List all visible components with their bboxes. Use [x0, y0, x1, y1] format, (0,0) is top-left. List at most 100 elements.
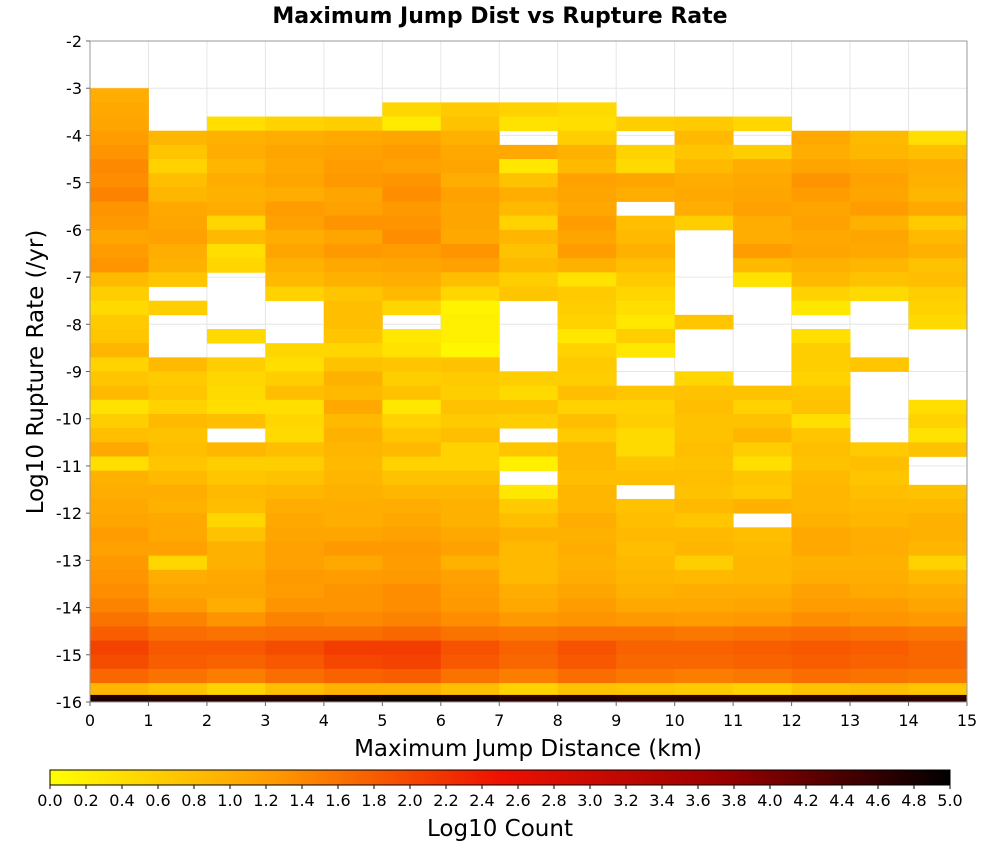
heatmap-cell [148, 399, 208, 415]
y-tick-label: -6 [66, 221, 82, 240]
heatmap-cell [90, 343, 149, 358]
heatmap-cell [850, 201, 909, 217]
heatmap-cell-floor [674, 694, 734, 702]
heatmap-cell [206, 583, 266, 599]
heatmap-cell [440, 385, 500, 401]
x-tick-label: 10 [664, 711, 684, 730]
heatmap-cell [674, 159, 734, 174]
heatmap-cell [557, 413, 617, 429]
heatmap-cell [908, 498, 968, 514]
heatmap-cell [733, 442, 792, 457]
heatmap-cell [90, 144, 149, 160]
heatmap-cell [148, 484, 208, 500]
heatmap-cell [265, 343, 325, 358]
heatmap-cell [557, 654, 617, 670]
heatmap-cell [440, 626, 500, 642]
heatmap-cell [791, 272, 851, 287]
heatmap-cell [148, 173, 208, 188]
heatmap-cell [850, 640, 909, 656]
heatmap-cell [791, 371, 851, 387]
colorbar-ticks: 0.0 0.2 0.4 0.6 0.8 1.0 1.2 1.4 1.6 1.8 2.0 2.2 2.4 2… [37, 785, 963, 810]
heatmap-cell [616, 116, 676, 132]
heatmap-cell [791, 144, 851, 160]
heatmap-cell [616, 272, 676, 287]
heatmap-cell [382, 215, 442, 231]
heatmap-cell [557, 683, 617, 698]
heatmap-cell [850, 357, 909, 372]
heatmap-cell [323, 201, 383, 217]
heatmap-cell [323, 484, 383, 500]
heatmap-cell [499, 159, 559, 174]
heatmap-cell [908, 569, 968, 585]
heatmap-cell [791, 385, 851, 401]
y-tick-label: -3 [66, 79, 82, 98]
y-tick-label: -7 [66, 268, 82, 287]
heatmap-cell [616, 513, 676, 528]
heatmap-cell [440, 612, 500, 627]
heatmap-cell [850, 569, 909, 585]
heatmap-cell [323, 626, 383, 642]
heatmap-cell [206, 371, 266, 387]
heatmap-cell [908, 527, 968, 542]
heatmap-cell-floor [148, 694, 208, 702]
heatmap-cell [206, 399, 266, 415]
heatmap-cell [440, 343, 500, 358]
heatmap-cell [90, 371, 149, 387]
heatmap-cell [382, 329, 442, 344]
heatmap-cell [791, 244, 851, 259]
heatmap-cell [908, 598, 968, 613]
heatmap-cell [557, 201, 617, 217]
heatmap-cell [440, 541, 500, 557]
heatmap-cell [733, 144, 792, 160]
heatmap-cell [323, 272, 383, 287]
heatmap-cell [616, 399, 676, 415]
heatmap-cell [148, 187, 208, 202]
heatmap-cell-floor [557, 694, 617, 702]
heatmap-cell [440, 300, 500, 316]
heatmap-cell [791, 258, 851, 273]
heatmap-cell [382, 130, 442, 146]
heatmap-cell [148, 442, 208, 457]
heatmap-cell [850, 470, 909, 486]
heatmap-cell [440, 314, 500, 330]
heatmap-cell-floor [791, 694, 851, 702]
heatmap-cell [850, 484, 909, 500]
heatmap-cell [616, 428, 676, 443]
heatmap-cell [206, 173, 266, 188]
heatmap-cell [616, 258, 676, 273]
heatmap-cell [265, 668, 325, 684]
heatmap-cell [674, 187, 734, 202]
heatmap-cell [674, 144, 734, 160]
heatmap-cell [265, 159, 325, 174]
heatmap-cell [791, 329, 851, 344]
heatmap-cell [908, 272, 968, 287]
heatmap-cell [440, 442, 500, 457]
heatmap-cell [616, 683, 676, 698]
x-tick-label: 13 [840, 711, 860, 730]
colorbar-tick-label: 4.2 [793, 791, 818, 810]
heatmap-cell [440, 187, 500, 202]
heatmap-cell [90, 612, 149, 627]
heatmap-cell [148, 385, 208, 401]
heatmap-cell [616, 527, 676, 542]
y-tick-label: -9 [66, 363, 82, 382]
heatmap-cell [850, 286, 909, 302]
heatmap-cell [206, 470, 266, 486]
heatmap-cell [674, 470, 734, 486]
y-tick-label: -15 [56, 646, 82, 665]
heatmap-cell [382, 399, 442, 415]
heatmap-cell [323, 413, 383, 429]
heatmap-cell [499, 456, 559, 472]
heatmap-cell [382, 442, 442, 457]
heatmap-cell [382, 272, 442, 287]
heatmap-cell [382, 569, 442, 585]
heatmap-cell [90, 215, 149, 231]
heatmap-cell [791, 442, 851, 457]
heatmap-cell [616, 456, 676, 472]
heatmap-cell [90, 527, 149, 542]
heatmap-cell [791, 428, 851, 443]
heatmap-cell [265, 286, 325, 302]
heatmap-cell [382, 286, 442, 302]
heatmap-cell [557, 258, 617, 273]
heatmap-cell [323, 442, 383, 457]
